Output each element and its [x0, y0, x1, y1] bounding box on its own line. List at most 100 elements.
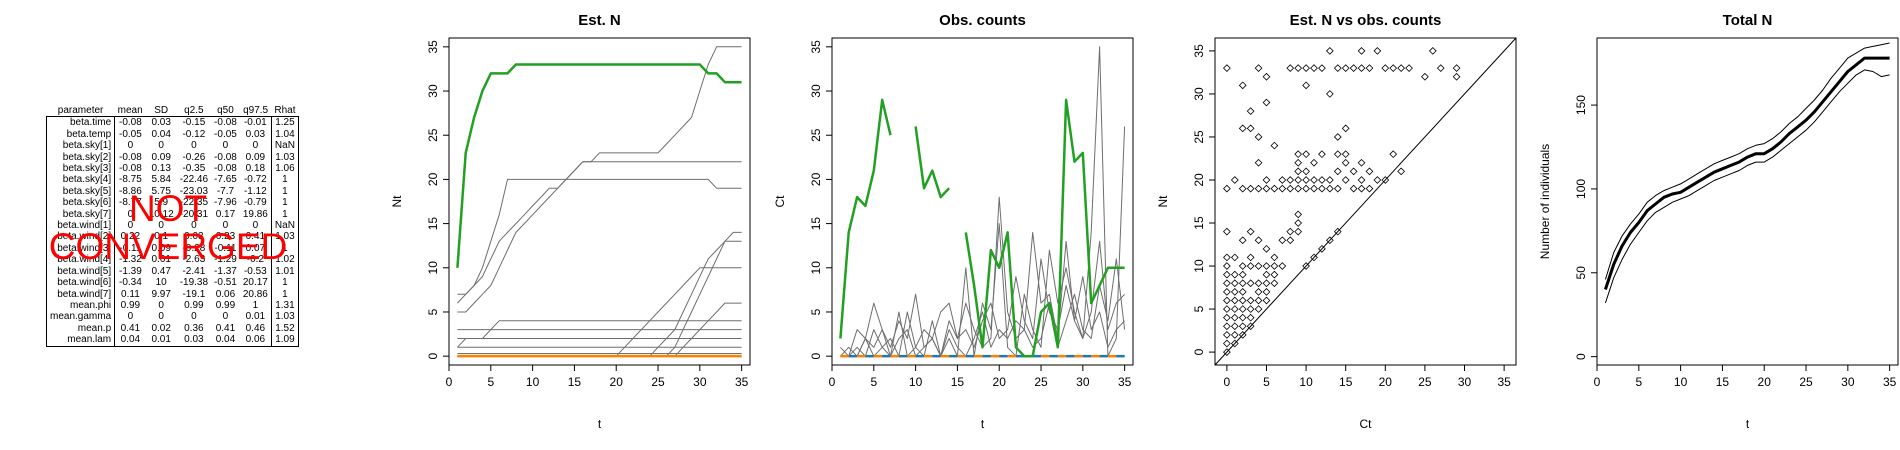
value-cell: -0.08 — [214, 151, 237, 163]
scatter-point — [1223, 296, 1231, 305]
y-tick-label: 0 — [426, 353, 440, 360]
value-cell: -7.7 — [216, 185, 235, 197]
parameter-name-cell: beta.sky[3] — [46, 163, 116, 175]
value-cell: -22.35 — [179, 197, 209, 209]
x-tick-label: 10 — [1674, 375, 1688, 389]
value-cell: 0.06 — [215, 288, 236, 300]
mean-line — [1603, 56, 1890, 290]
value-cell: -0.01 — [243, 117, 267, 129]
scatter-point — [1389, 64, 1398, 72]
scatter-point — [1230, 253, 1239, 262]
series-line — [457, 46, 742, 313]
value-cell: 0 — [127, 220, 134, 232]
value-cell: -2.41 — [182, 265, 206, 277]
table-row: mean.p 0.41 0.02 0.36 0.41 0.46 1.52 — [46, 322, 299, 335]
column-header: q2.5 — [184, 105, 204, 116]
scatter-point — [1246, 262, 1255, 270]
scatter-point — [1333, 150, 1342, 159]
value-cell: 0.11 — [121, 288, 140, 300]
series-line — [457, 320, 742, 348]
y-tick-label: 5 — [1192, 305, 1206, 312]
value-cell: 1.31 — [270, 299, 299, 312]
scatter-point — [1365, 167, 1374, 176]
value-cell: 0.23 — [215, 231, 236, 243]
value-cell: 0 — [222, 140, 229, 152]
scatter-point — [1318, 64, 1326, 72]
scatter-point — [1262, 244, 1271, 253]
series-line — [457, 178, 742, 295]
scatter-point — [1421, 72, 1429, 81]
value-cell: -1.29 — [214, 254, 237, 266]
value-cell: 1.06 — [270, 163, 299, 175]
value-cell: -1.39 — [119, 265, 142, 277]
scatter-point — [1357, 184, 1366, 193]
scatter-point — [1294, 227, 1303, 236]
scatter-point — [1270, 141, 1279, 150]
chart-title: Est. N — [578, 12, 621, 29]
y-tick-label: 5 — [426, 308, 440, 315]
x-tick-label: 5 — [1263, 375, 1270, 389]
x-tick-label: 0 — [446, 375, 453, 389]
x-axis-label: t — [981, 417, 985, 431]
scatter-point — [1230, 305, 1239, 313]
scatter-point — [1270, 184, 1279, 193]
table-row: beta.sky[6] -8.77 5.9 -22.35 -7.96 -0.79 1 — [46, 197, 299, 209]
value-cell: 0.03 — [184, 231, 204, 243]
value-cell: 0 — [158, 299, 164, 311]
value-cell: 0 — [191, 220, 197, 232]
value-cell: -22.46 — [179, 174, 209, 186]
scatter-point — [1223, 322, 1231, 331]
value-cell: 19.86 — [242, 208, 268, 220]
value-cell: 1 — [270, 185, 299, 198]
y-tick-label: 0 — [809, 353, 823, 360]
value-cell: -1.12 — [243, 185, 267, 197]
scatter-point — [1254, 64, 1263, 72]
x-tick-label: 15 — [1716, 375, 1730, 389]
scatter-point — [1254, 262, 1263, 270]
value-cell: 1 — [270, 174, 299, 186]
scatter-point — [1294, 150, 1303, 159]
parameter-name-cell: beta.sky[1] — [46, 140, 116, 152]
y-tick-label: 10 — [809, 261, 823, 275]
chart-title: Obs. counts — [939, 12, 1026, 29]
identity-line — [1214, 37, 1517, 366]
table-row: beta.sky[5] -8.86 5.75 -23.03 -7.7 -1.12 1 — [46, 185, 299, 198]
scatter-point — [1262, 98, 1271, 107]
y-tick-label: 35 — [426, 40, 440, 54]
x-axis-label: t — [598, 417, 602, 431]
scatter-point — [1286, 176, 1295, 184]
value-cell: 0.99 — [184, 299, 204, 311]
value-cell: 0.13 — [151, 163, 171, 175]
column-header: SD — [154, 105, 169, 116]
scatter-point — [1302, 176, 1310, 184]
scatter-point — [1428, 47, 1437, 55]
value-cell: 1.09 — [270, 334, 299, 347]
table-row: beta.wind[5] -1.39 0.47 -2.41 -1.37 -0.53 1.01 — [46, 265, 299, 278]
value-cell: 0 — [158, 140, 164, 152]
scatter-point — [1325, 184, 1334, 193]
scatter-point — [1238, 287, 1247, 296]
value-cell: -0.26 — [182, 151, 206, 163]
value-cell: -0.08 — [214, 163, 237, 175]
table-row: beta.wind[2] 0.22 0.1 0.03 0.23 0.41 1.03 — [46, 231, 299, 243]
value-cell: 0 — [191, 140, 197, 152]
scatter-point — [1365, 184, 1374, 193]
scatter-point — [1238, 262, 1247, 270]
scatter-point — [1246, 305, 1255, 313]
y-tick-label: 20 — [809, 172, 823, 186]
value-cell: 0.09 — [151, 151, 171, 163]
chart-panel-1: Est. N 0 5 10 15 20 25 30 35 0 5 10 15 20 25 30 35 t Nt — [390, 12, 751, 431]
y-axis-label: Nt — [390, 195, 404, 208]
scatter-point — [1223, 279, 1231, 288]
plot-frame — [448, 37, 751, 366]
x-tick-label: 35 — [1497, 375, 1511, 389]
scatter-point — [1230, 313, 1239, 322]
y-tick-label: 20 — [426, 172, 440, 186]
value-cell: -0.79 — [243, 197, 267, 209]
value-cell: 0 — [158, 220, 164, 232]
value-cell: 0.41 — [215, 322, 236, 334]
y-tick-label: 150 — [1574, 95, 1588, 115]
scatter-point — [1349, 64, 1358, 72]
scatter-point — [1254, 158, 1263, 167]
